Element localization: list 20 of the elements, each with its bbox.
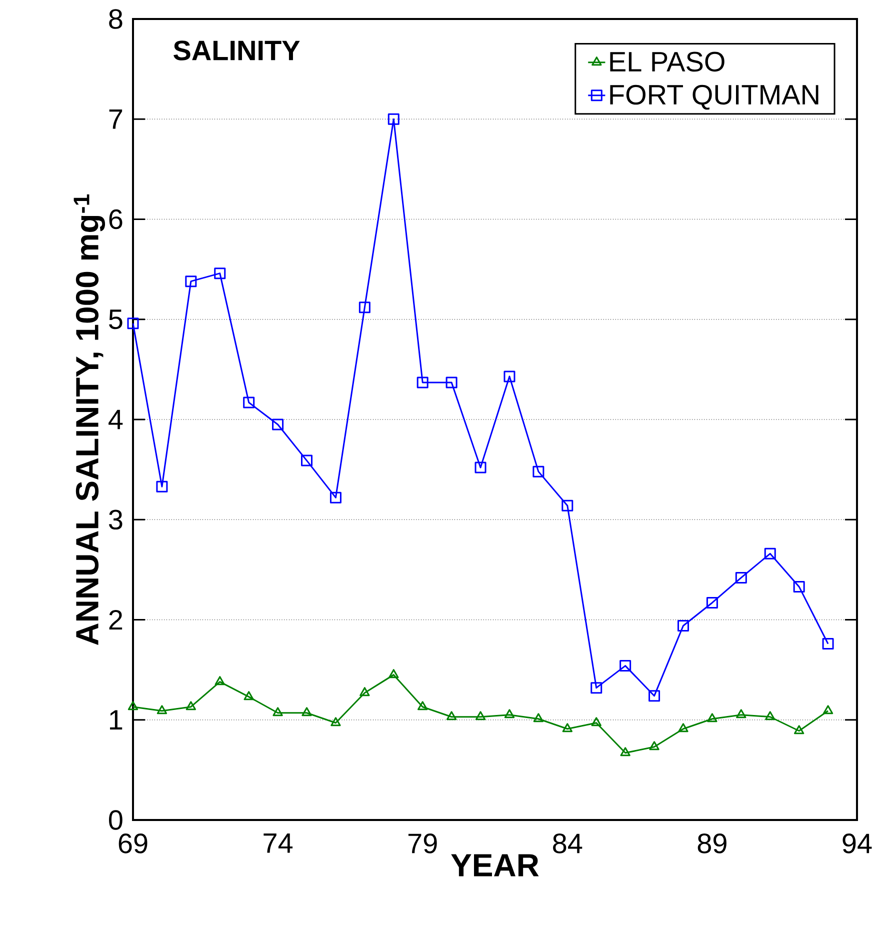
y-tick-label: 8 xyxy=(109,9,122,29)
y-tick-label: 2 xyxy=(109,610,122,630)
y-tick-label: 4 xyxy=(108,410,123,430)
x-tick-label: 89 xyxy=(698,834,726,854)
text: SALINITY xyxy=(174,40,300,60)
x-tick-label: 94 xyxy=(842,834,872,854)
y-tick-label: 6 xyxy=(109,209,122,230)
y-tick-label: 0 xyxy=(108,810,122,830)
y-tick-label: 1 xyxy=(110,710,122,730)
y-tick-label: 7 xyxy=(109,110,122,129)
x-tick-label: 79 xyxy=(408,834,437,854)
y-tick-label: 3 xyxy=(108,510,122,530)
legend-label: EL PASO xyxy=(610,52,724,72)
x-tick-label: 74 xyxy=(264,834,293,853)
y-tick-label: 5 xyxy=(109,310,122,330)
x-axis-title: YEAR xyxy=(451,854,539,876)
y-axis-title: ANNUAL SALINITY, 1000 mg$^{-1}$ xyxy=(74,194,106,645)
legend-label: FORT QUITMAN xyxy=(610,84,818,110)
x-tick-label: 84 xyxy=(553,834,582,854)
x-tick-label: 69 xyxy=(118,834,148,854)
